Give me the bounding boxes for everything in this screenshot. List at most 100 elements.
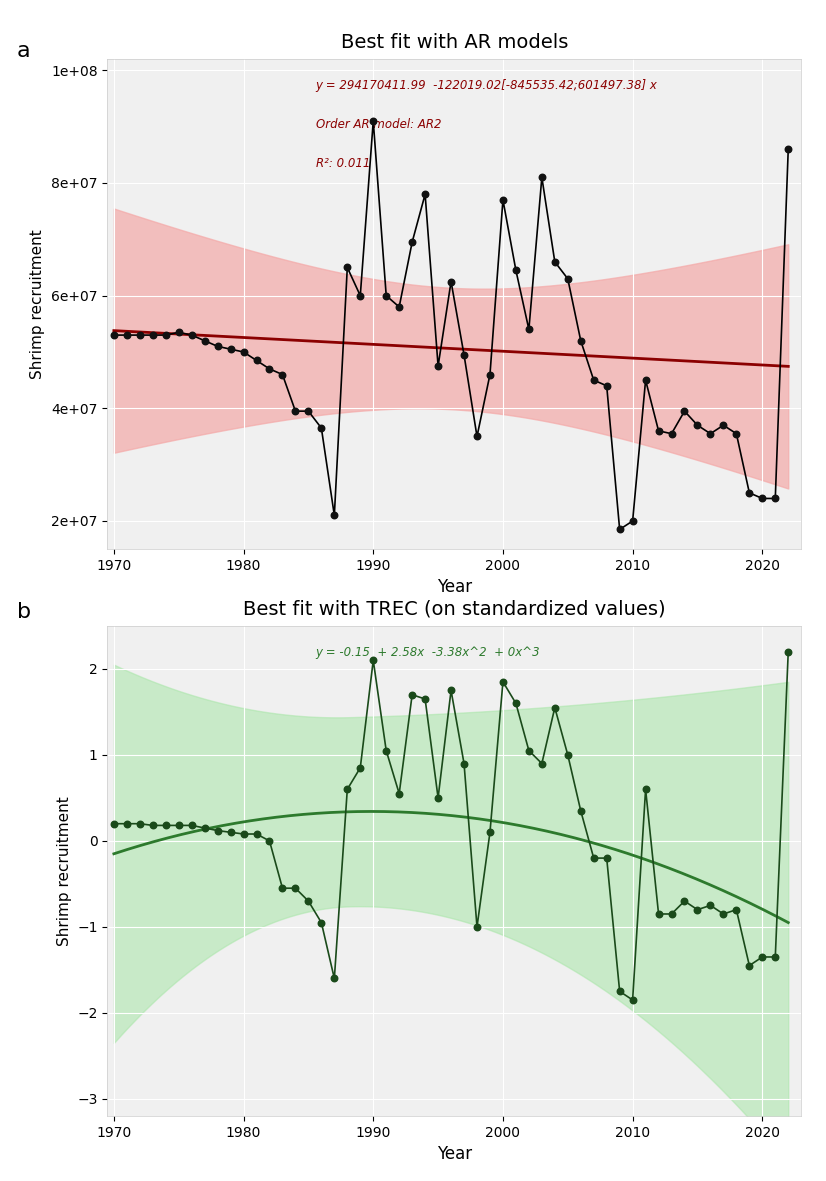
Point (185, 326, 198, 345)
Point (729, 424, 743, 443)
Point (250, 824, 263, 843)
Point (729, 900, 743, 919)
Point (392, 298, 406, 317)
Point (315, 418, 328, 437)
Point (652, 422, 665, 441)
Point (561, 269, 574, 288)
Point (224, 823, 237, 842)
Point (781, 642, 795, 661)
Point (431, 789, 444, 808)
Point (159, 326, 173, 345)
Point (354, 286, 367, 305)
Text: y = -0.15  + 2.58x  -3.38x^2  + 0x^3: y = -0.15 + 2.58x -3.38x^2 + 0x^3 (316, 646, 540, 659)
Point (704, 896, 717, 915)
Point (717, 905, 730, 924)
Text: R²: 0.011: R²: 0.011 (316, 157, 370, 170)
Point (496, 190, 510, 209)
Point (561, 745, 574, 764)
Point (107, 814, 121, 833)
Point (276, 365, 289, 384)
Point (496, 672, 510, 691)
Title: Best fit with TREC (on standardized values): Best fit with TREC (on standardized valu… (243, 600, 666, 619)
Point (419, 690, 432, 709)
Point (613, 981, 626, 1000)
Point (535, 753, 548, 772)
Point (678, 892, 691, 911)
Point (458, 753, 471, 772)
Point (510, 694, 523, 713)
Point (121, 814, 134, 833)
Point (198, 332, 211, 351)
X-axis label: Year: Year (437, 579, 472, 596)
Point (704, 424, 717, 443)
Point (289, 879, 302, 898)
Point (185, 816, 198, 835)
Point (587, 371, 601, 390)
Point (146, 816, 159, 835)
Point (159, 816, 173, 835)
Point (211, 337, 224, 355)
Point (367, 111, 380, 130)
Point (328, 970, 341, 988)
Point (406, 233, 419, 252)
Point (367, 651, 380, 670)
Point (548, 698, 562, 717)
Point (133, 326, 146, 345)
Point (678, 402, 691, 420)
Point (328, 505, 341, 524)
Point (717, 416, 730, 435)
Point (600, 377, 613, 396)
Point (626, 511, 639, 530)
Point (406, 685, 419, 704)
Point (470, 918, 483, 937)
Point (470, 428, 483, 446)
Text: y = 294170411.99  -122019.02[-845535.42;601497.38] x: y = 294170411.99 -122019.02[-845535.42;6… (316, 79, 657, 92)
Point (458, 345, 471, 364)
Point (340, 779, 354, 798)
Point (380, 286, 393, 305)
Point (263, 831, 276, 850)
Point (276, 879, 289, 898)
Point (574, 802, 587, 821)
Point (483, 365, 496, 384)
Point (743, 957, 756, 976)
Point (354, 758, 367, 777)
Point (121, 326, 134, 345)
Point (172, 322, 185, 341)
Point (652, 905, 665, 924)
Point (535, 168, 548, 187)
Point (781, 139, 795, 158)
Point (574, 332, 587, 351)
Point (263, 359, 276, 378)
Point (211, 821, 224, 840)
Y-axis label: Shrimp recruitment: Shrimp recruitment (57, 796, 72, 946)
Point (431, 357, 444, 376)
Point (380, 742, 393, 761)
Point (444, 681, 458, 700)
Point (691, 416, 704, 435)
Point (133, 814, 146, 833)
Point (392, 784, 406, 803)
Point (250, 351, 263, 370)
Point (548, 253, 562, 272)
Point (146, 326, 159, 345)
Point (756, 489, 769, 508)
Point (315, 913, 328, 932)
Point (107, 326, 121, 345)
Point (626, 991, 639, 1010)
Point (522, 742, 535, 761)
Point (340, 257, 354, 276)
Point (743, 483, 756, 502)
Point (639, 779, 653, 798)
Y-axis label: Shrimp recruitment: Shrimp recruitment (31, 229, 45, 379)
Title: Best fit with AR models: Best fit with AR models (340, 33, 568, 52)
Point (444, 272, 458, 291)
Point (665, 905, 678, 924)
Point (301, 402, 315, 420)
Point (769, 489, 782, 508)
Point (522, 320, 535, 339)
Point (691, 900, 704, 919)
Point (600, 849, 613, 868)
Point (639, 371, 653, 390)
Text: b: b (17, 602, 31, 622)
